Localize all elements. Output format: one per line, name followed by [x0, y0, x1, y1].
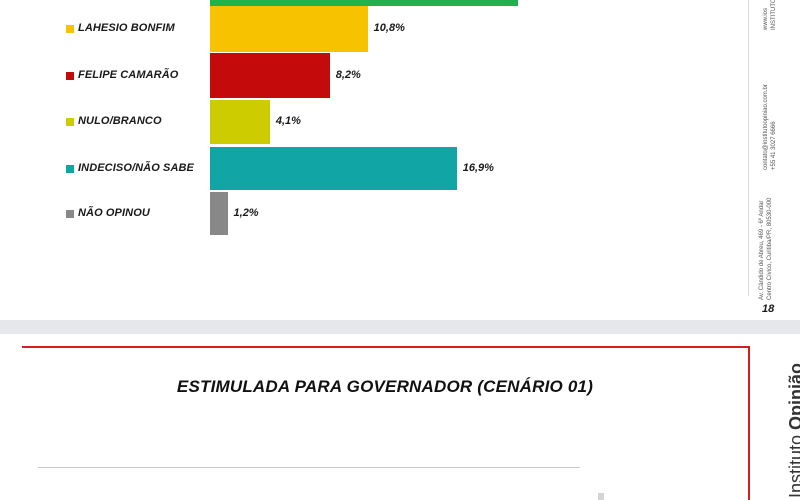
legend-swatch	[66, 164, 74, 173]
brand-logo-text: Instituto Opinião	[786, 362, 800, 498]
page-number: 18	[762, 303, 775, 315]
data-label: 1,2%	[233, 206, 259, 219]
side-address-text: Av. Cândido de Abreu, 469 - 6º Andar Cen…	[759, 197, 773, 300]
bar	[210, 53, 330, 98]
data-label: 4,1%	[275, 115, 301, 127]
report-page-bottom	[0, 334, 800, 500]
category-label: FELIPE CAMARÃO	[78, 68, 179, 81]
slide-title: ESTIMULADA PARA GOVERNADOR (CENÁRIO 01)	[176, 377, 594, 396]
legend-swatch	[66, 209, 74, 218]
report-page-top: LAHESIO BONFIM 10,8% FELIPE CAMARÃO 8,2% NUL…	[66, 0, 777, 315]
side-website-text: www.ios INSTITUTO	[763, 0, 777, 30]
category-label: LAHESIO BONFIM	[78, 22, 175, 34]
corner-mark	[598, 493, 604, 500]
red-rule-vertical	[748, 346, 750, 500]
category-label: NULO/BRANCO	[78, 115, 162, 127]
bar	[210, 100, 270, 144]
bar	[210, 192, 228, 235]
category-label: NÃO OPINOU	[78, 206, 150, 219]
page-separator	[0, 320, 800, 334]
legend-swatch	[66, 25, 74, 33]
bar	[210, 147, 457, 190]
legend-swatch	[66, 118, 74, 126]
category-label: INDECISO/NÃO SABE	[78, 161, 194, 174]
divider-line	[38, 467, 580, 468]
side-contact-text: contato@institutoopiniao.com.br +55 41 3…	[763, 84, 777, 170]
data-label: 16,9%	[462, 161, 494, 174]
data-label: 10,8%	[373, 22, 405, 34]
bar	[210, 6, 368, 52]
page-border-right	[748, 0, 749, 296]
red-rule-horizontal	[22, 346, 748, 348]
legend-swatch	[66, 71, 74, 80]
bar-top-partial	[210, 0, 519, 6]
data-label: 8,2%	[335, 68, 361, 81]
